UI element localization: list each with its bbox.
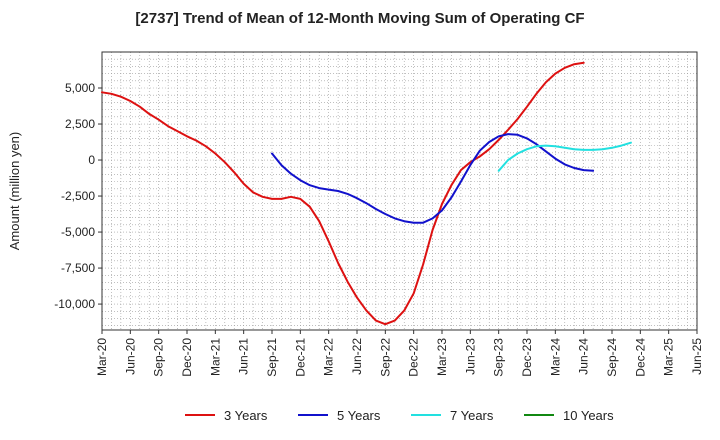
x-tick-label: Jun-20	[123, 338, 137, 375]
x-tick-label: Dec-24	[633, 338, 647, 377]
y-tick-label: -2,500	[61, 189, 95, 203]
x-tick-label: Mar-20	[95, 338, 109, 376]
x-tick-label: Jun-21	[237, 338, 251, 375]
x-tick-label: Jun-22	[350, 338, 364, 375]
x-tick-label: Dec-23	[520, 338, 534, 377]
plot-frame	[101, 51, 698, 331]
y-tick-label: 2,500	[65, 117, 95, 131]
x-tick-label: Jun-23	[463, 338, 477, 375]
x-tick-label: Jun-24	[577, 338, 591, 375]
x-tick-label: Mar-24	[548, 338, 562, 376]
legend-label-5-years: 5 Years	[337, 408, 381, 423]
y-tick-label: 0	[88, 153, 95, 167]
plot-area	[102, 52, 697, 330]
x-tick-label: Sep-21	[265, 338, 279, 377]
y-axis-label: Amount (million yen)	[7, 132, 22, 251]
x-tick-label: Mar-25	[662, 338, 676, 376]
x-tick-label: Mar-21	[208, 338, 222, 376]
x-tick-label: Dec-22	[407, 338, 421, 377]
y-tick-label: 5,000	[65, 81, 95, 95]
x-tick-label: Dec-21	[293, 338, 307, 377]
x-tick-label: Jun-25	[690, 338, 704, 375]
legend-label-3-years: 3 Years	[224, 408, 268, 423]
x-tick-label: Sep-22	[378, 338, 392, 377]
series-line-7-years	[497, 141, 632, 172]
x-tick-label: Mar-22	[322, 338, 336, 376]
x-tick-label: Sep-23	[492, 338, 506, 377]
x-tick-label: Sep-24	[605, 338, 619, 377]
x-tick-label: Sep-20	[152, 338, 166, 377]
chart-title: [2737] Trend of Mean of 12-Month Moving …	[135, 10, 585, 27]
x-tick-label: Mar-23	[435, 338, 449, 376]
y-tick-label: -10,000	[54, 297, 95, 311]
y-tick-label: -5,000	[61, 225, 95, 239]
legend-label-7-years: 7 Years	[450, 408, 494, 423]
y-tick-label: -7,500	[61, 261, 95, 275]
x-tick-label: Dec-20	[180, 338, 194, 377]
legend-label-10-years: 10 Years	[563, 408, 614, 423]
